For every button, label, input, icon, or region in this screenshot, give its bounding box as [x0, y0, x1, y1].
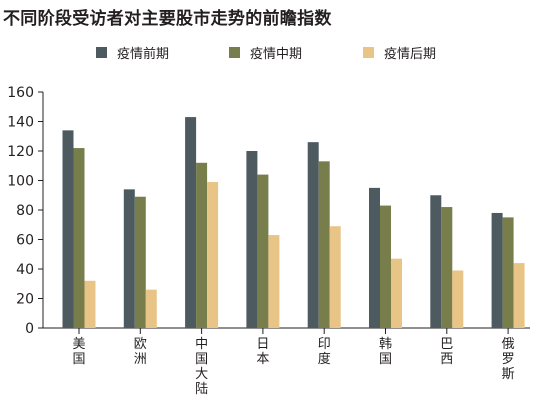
y-tick-label: 40	[16, 262, 34, 278]
x-tick-label: 韩国	[379, 337, 392, 367]
legend-item-post: 疫情后期	[363, 44, 437, 62]
legend-swatch-post	[363, 46, 374, 58]
bar	[502, 217, 514, 328]
y-tick-label: 120	[7, 144, 34, 160]
x-tick-label: 日本	[256, 337, 269, 367]
bar	[318, 161, 330, 328]
bar	[196, 162, 208, 328]
legend-item-pre: 疫情前期	[96, 44, 170, 62]
legend-label-mid: 疫情中期	[250, 46, 303, 62]
bar	[513, 263, 525, 328]
y-tick-label: 100	[7, 174, 34, 190]
bar	[84, 280, 96, 328]
bar	[134, 196, 146, 328]
legend-swatch-mid	[229, 46, 240, 58]
bar	[452, 270, 464, 328]
y-tick-label: 80	[16, 203, 34, 219]
legend-label-pre: 疫情前期	[117, 46, 170, 62]
bar	[380, 205, 391, 328]
y-tick-label: 60	[16, 233, 34, 249]
y-tick-label: 0	[25, 321, 34, 337]
bar	[246, 151, 258, 328]
legend-label-post: 疫情后期	[384, 46, 437, 62]
x-tick-label: 印度	[318, 337, 331, 367]
bar	[257, 174, 269, 328]
bar	[441, 207, 453, 328]
bar	[73, 148, 85, 328]
bar	[491, 212, 503, 328]
chart-title: 不同阶段受访者对主要股市走势的前瞻指数	[3, 9, 332, 29]
x-tick-label: 美国	[72, 337, 85, 367]
bar	[185, 117, 197, 328]
bar	[430, 195, 442, 328]
x-tick-label: 欧洲	[134, 337, 147, 367]
x-tick-label: 巴西	[440, 337, 453, 367]
x-tick-label: 俄罗斯	[502, 337, 515, 382]
y-tick-label: 160	[7, 85, 34, 101]
bar	[329, 226, 341, 328]
bar	[307, 142, 319, 328]
bar	[145, 289, 157, 328]
x-tick-label: 中国大陆	[195, 337, 208, 397]
bar	[207, 181, 219, 328]
bar	[123, 189, 135, 328]
y-tick-label: 20	[16, 292, 34, 308]
y-tick-label: 140	[7, 115, 34, 131]
bar	[391, 258, 402, 328]
legend-swatch-pre	[96, 46, 107, 58]
legend: 疫情前期 疫情中期 疫情后期	[0, 0, 550, 62]
legend-item-mid: 疫情中期	[229, 44, 303, 62]
bar	[369, 187, 380, 328]
bar	[268, 235, 280, 328]
bar	[62, 130, 74, 328]
